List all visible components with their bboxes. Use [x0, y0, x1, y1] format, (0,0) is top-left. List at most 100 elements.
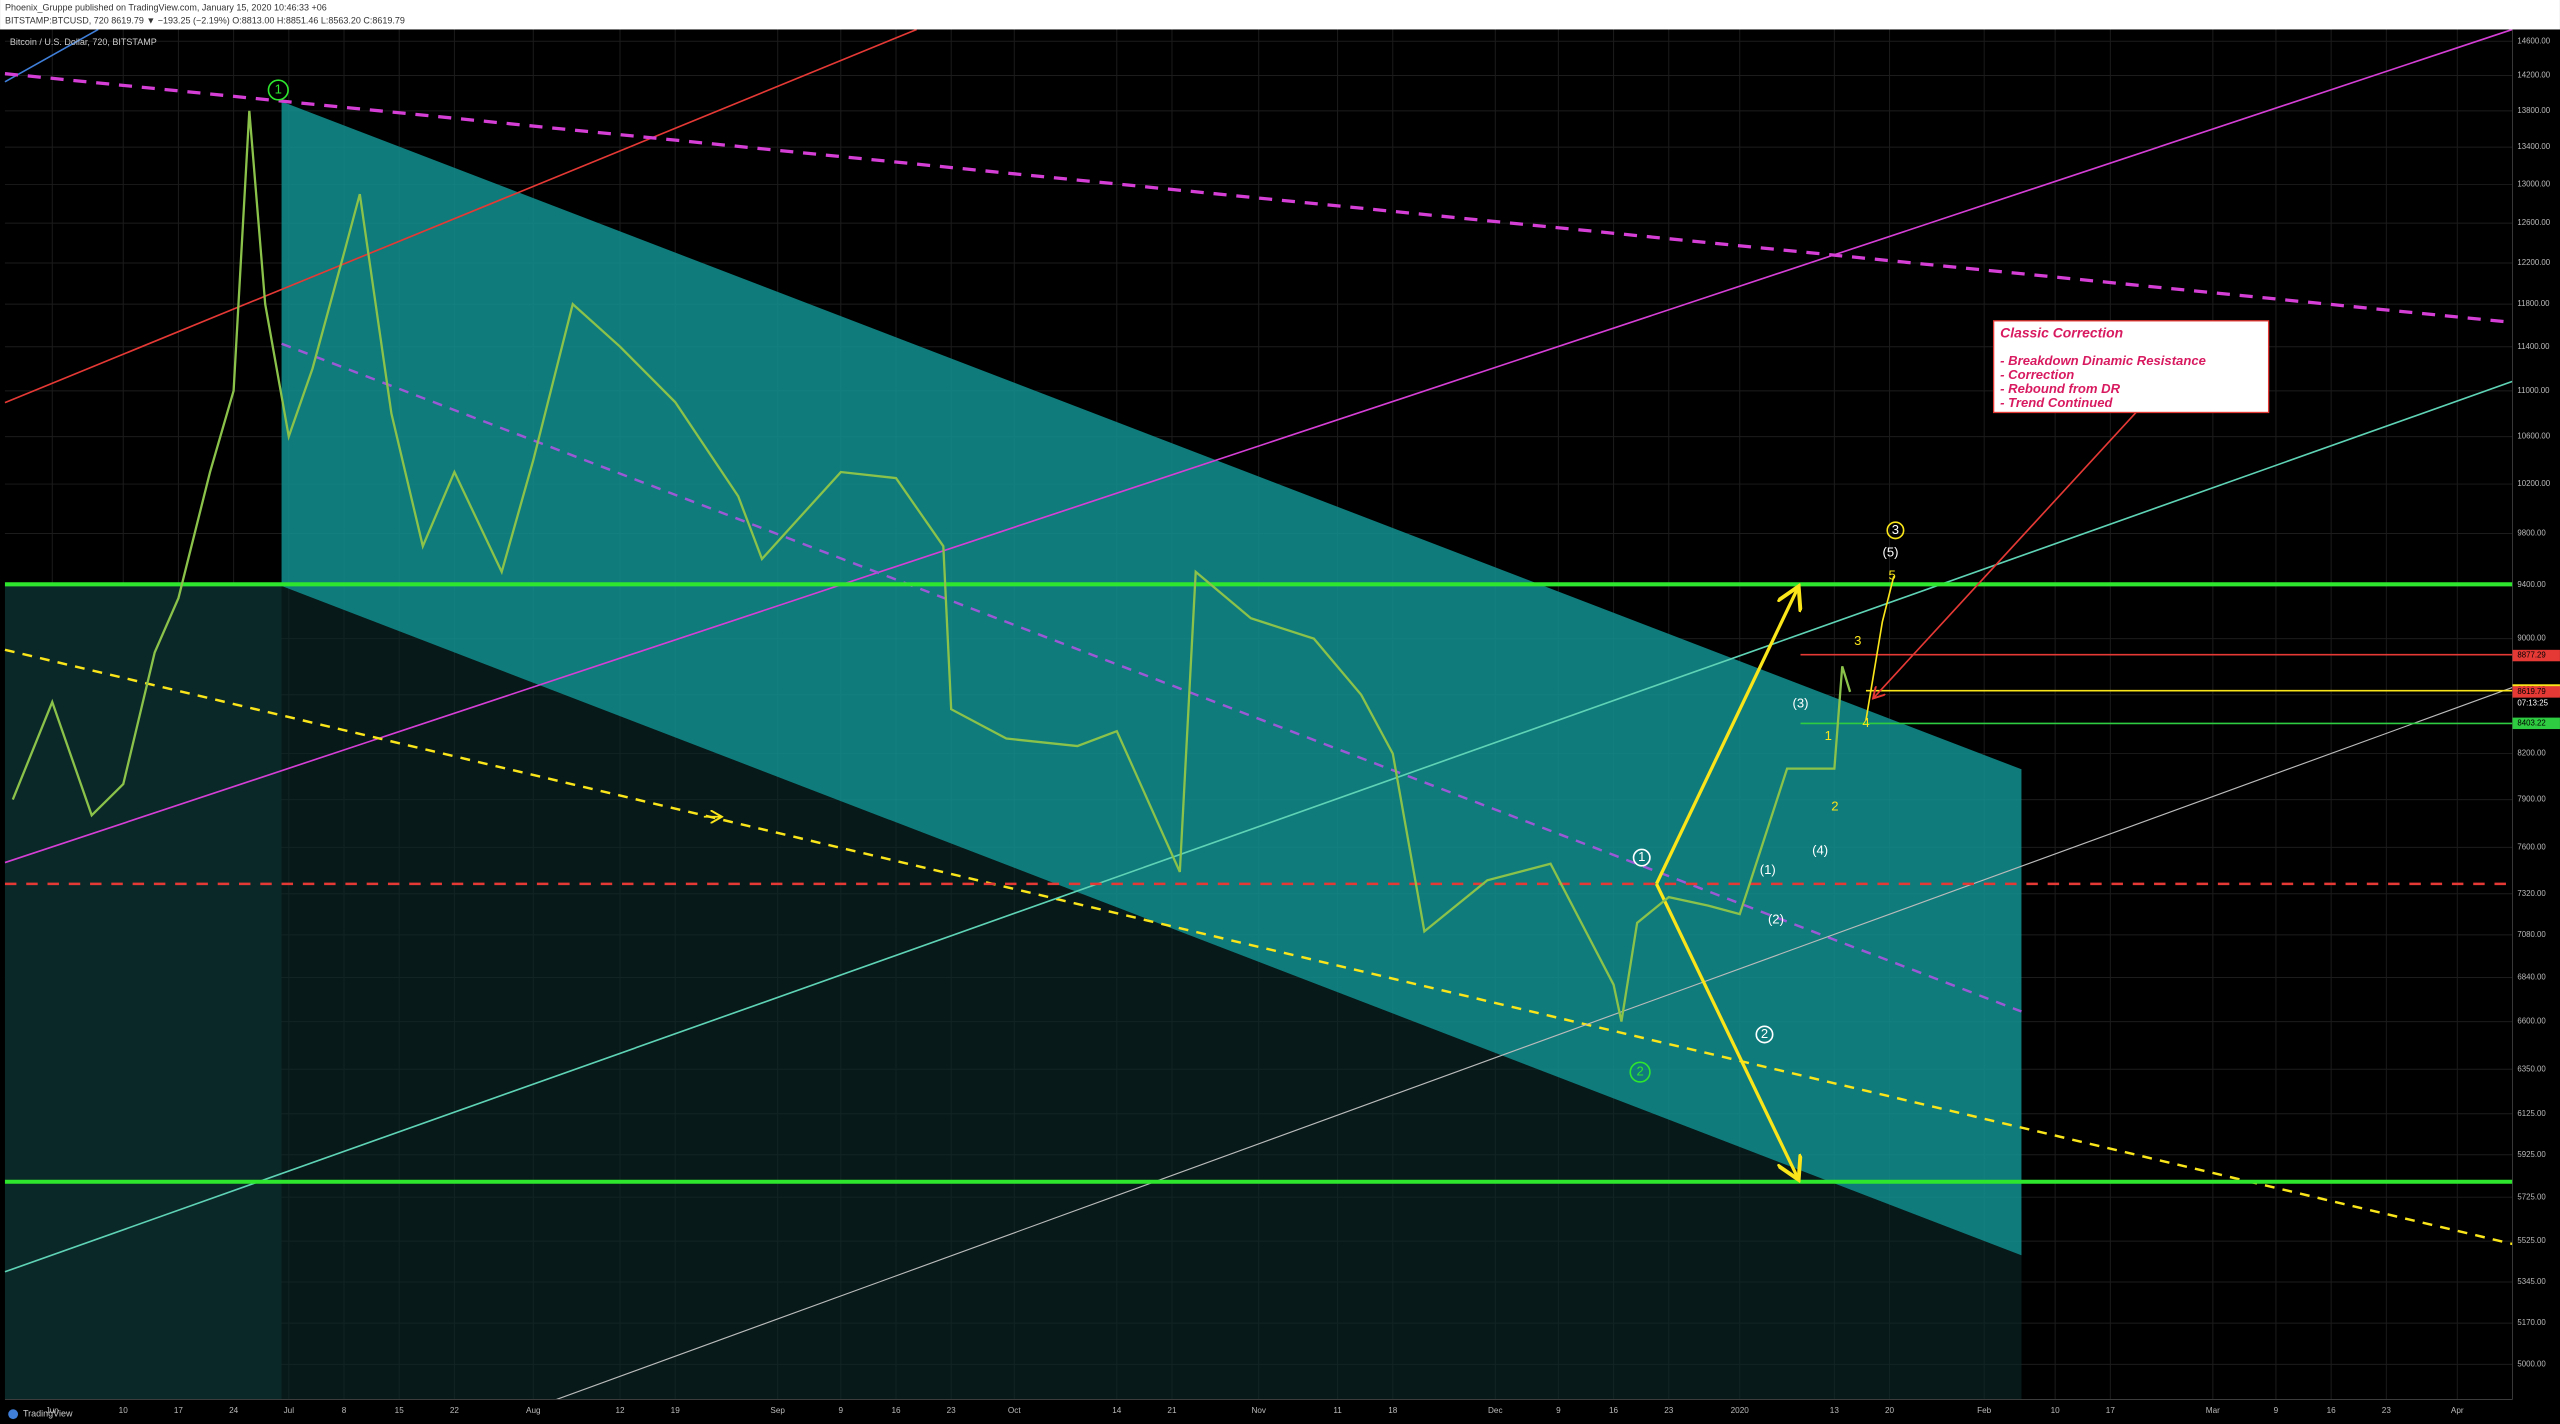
x-tick-label: Jun: [46, 1406, 60, 1415]
price-line: [11, 110, 1852, 1022]
x-tick-label: 24: [229, 1406, 239, 1415]
wave-circle: [267, 79, 289, 101]
x-tick-label: 11: [1333, 1406, 1342, 1415]
y-tick-label: 13000.00: [2517, 180, 2550, 189]
y-tick-label: 6840.00: [2517, 973, 2546, 982]
annotation-arrow: [1874, 411, 2137, 697]
x-tick-label: 18: [1388, 1406, 1398, 1415]
y-tick-label: 7900.00: [2517, 795, 2546, 804]
wave-label: 1: [1825, 728, 1832, 743]
y-tick-label: 14600.00: [2517, 36, 2550, 45]
y-tick-label: 13800.00: [2517, 106, 2550, 115]
x-tick-label: 16: [2327, 1406, 2337, 1415]
x-tick-label: 17: [174, 1406, 184, 1415]
y-tick-label: 5170.00: [2517, 1318, 2546, 1327]
x-tick-label: Nov: [1251, 1406, 1266, 1415]
wave-circle: [1755, 1025, 1774, 1044]
x-tick-label: 20: [1885, 1406, 1895, 1415]
wave-label: 1: [275, 81, 282, 96]
trend-line: [4, 380, 2513, 1273]
x-tick-label: 10: [119, 1406, 129, 1415]
price-tag-label: 8877.29: [2517, 651, 2545, 660]
wave-label: (2): [1768, 911, 1784, 926]
x-tick-label: 9: [839, 1406, 844, 1415]
x-tick-label: 23: [1664, 1406, 1674, 1415]
annotation-title: Classic Correction: [2000, 325, 2123, 341]
x-tick-label: Dec: [1488, 1406, 1503, 1415]
trend-line: [4, 72, 2513, 325]
wave-label: 1: [1638, 849, 1645, 864]
y-tick-label: 10200.00: [2517, 479, 2550, 488]
y-tick-label: 13400.00: [2517, 142, 2550, 151]
y-tick-label: 12200.00: [2517, 258, 2550, 267]
trend-line: [4, 648, 2513, 1246]
wave-circle: [1886, 521, 1905, 540]
countdown: 07:13:25: [2517, 698, 2548, 707]
annotation-line: - Correction: [2000, 367, 2074, 382]
publisher: Phoenix_Gruppe published on TradingView.…: [5, 3, 327, 13]
symbol-line: BITSTAMP:BTCUSD, 720 8619.79 ▼ −193.25 (…: [5, 16, 405, 26]
header-bar: [0, 0, 2560, 30]
x-tick-label: 15: [395, 1406, 405, 1415]
axes: 14600.00 14200.00 13800.00 13400.00 13000.00…: [46, 36, 2560, 1415]
wave-label: 2: [1831, 798, 1838, 813]
wave-label: 4: [1862, 715, 1869, 730]
wave-label: (5): [1883, 545, 1899, 560]
wave-circle: [1629, 1061, 1651, 1083]
time-axis-panel: [0, 1399, 2560, 1424]
x-tick-label: Mar: [2206, 1406, 2220, 1415]
plot: [11, 110, 1852, 1022]
channel-midline: [281, 342, 2022, 1013]
wave-label: 3: [1854, 633, 1861, 648]
y-tick-label: 9400.00: [2517, 580, 2546, 589]
x-tick-label: Jul: [284, 1406, 295, 1415]
x-tick-label: 16: [1609, 1406, 1619, 1415]
x-tick-label: Oct: [1008, 1406, 1021, 1415]
wave-label: (4): [1812, 843, 1828, 858]
annotation-box: Classic Correction - Breakdown Dinamic R…: [1992, 320, 2270, 414]
y-tick-label: 5925.00: [2517, 1150, 2546, 1159]
y-tick-label: 8200.00: [2517, 749, 2546, 758]
logo-icon: [8, 1409, 19, 1420]
y-tick-label: 5345.00: [2517, 1277, 2546, 1286]
wave-label: 2: [1636, 1064, 1643, 1079]
x-tick-label: 23: [2382, 1406, 2392, 1415]
wave-circle: [1632, 848, 1651, 867]
y-tick-label: 7600.00: [2517, 842, 2546, 851]
y-tick-label: 6350.00: [2517, 1064, 2546, 1073]
x-tick-label: Apr: [2451, 1406, 2464, 1415]
price-tag: [2512, 717, 2560, 730]
wave-label: 3: [1892, 522, 1899, 537]
y-tick-label: 11800.00: [2517, 299, 2550, 308]
wave-label: 5: [1889, 568, 1896, 583]
y-tick-label: 10600.00: [2517, 432, 2550, 441]
x-tick-label: 9: [1556, 1406, 1561, 1415]
y-tick-label: 5525.00: [2517, 1236, 2546, 1245]
price-tag: [2512, 686, 2560, 698]
x-tick-label: 9: [2274, 1406, 2279, 1415]
chart-title: Bitcoin / U.S. Dollar, 720, BITSTAMP: [10, 37, 157, 47]
y-tick-label: 11400.00: [2517, 342, 2550, 351]
trend-line: [4, 28, 99, 83]
trend-line: [556, 686, 2513, 1400]
y-tick-label: 9800.00: [2517, 529, 2546, 538]
x-tick-label: 12: [615, 1406, 625, 1415]
annotation-line: - Trend Continued: [2000, 395, 2113, 410]
wave-labels: 1 2 1 2 (1) (2) (3) (4) (5) 3 5 3 1 2 4: [267, 79, 1905, 1083]
y-tick-label: 6600.00: [2517, 1017, 2546, 1026]
y-tick-label: 11000.00: [2517, 386, 2550, 395]
x-tick-label: 23: [947, 1406, 957, 1415]
wave-label: 2: [1761, 1026, 1768, 1041]
x-tick-label: 2020: [1731, 1406, 1750, 1415]
y-tick-label: 14200.00: [2517, 71, 2550, 80]
y-tick-label: 7080.00: [2517, 930, 2546, 939]
wave-label: (1): [1760, 862, 1776, 877]
x-tick-label: 17: [2106, 1406, 2116, 1415]
x-tick-label: 10: [2051, 1406, 2061, 1415]
descending-channel: [281, 101, 2022, 1256]
price-tag: [2512, 649, 2560, 662]
price-tag-label: 8619.79: [2517, 687, 2545, 696]
shade-zone: [4, 584, 2022, 1400]
